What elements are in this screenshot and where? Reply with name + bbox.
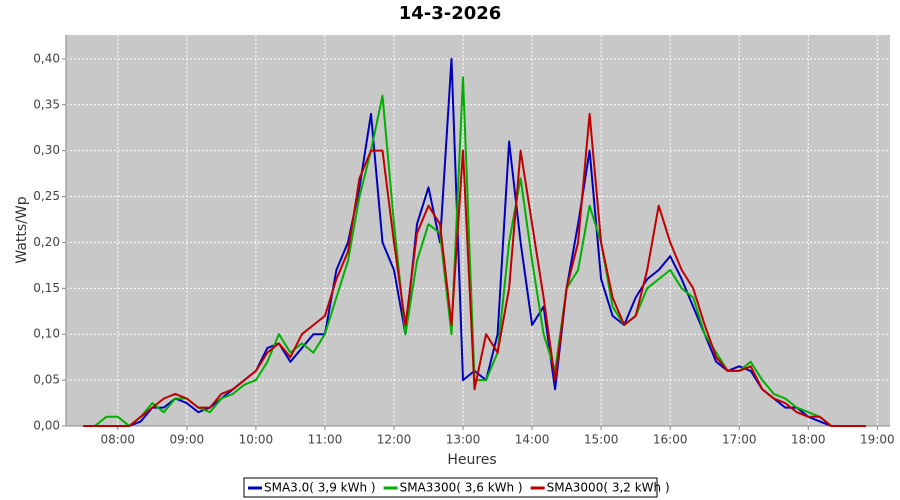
x-tick-label: 16:00	[653, 433, 688, 447]
x-tick-label: 19:00	[860, 433, 895, 447]
x-tick-label: 14:00	[515, 433, 550, 447]
x-tick-label: 10:00	[239, 433, 274, 447]
y-tick-label: 0,35	[33, 97, 60, 111]
legend-label: SMA3.0( 3,9 kWh )	[264, 481, 376, 495]
x-tick-label: 15:00	[584, 433, 619, 447]
chart-title: 14-3-2026	[399, 3, 502, 24]
x-tick-label: 08:00	[100, 433, 135, 447]
x-tick-label: 11:00	[308, 433, 343, 447]
y-tick-label: 0,20	[33, 235, 60, 249]
x-tick-label: 09:00	[170, 433, 205, 447]
x-tick-label: 12:00	[377, 433, 412, 447]
y-tick-label: 0,15	[33, 281, 60, 295]
y-tick-label: 0,30	[33, 143, 60, 157]
legend-label: SMA3000( 3,2 kWh )	[547, 481, 670, 495]
y-tick-label: 0,00	[33, 419, 60, 433]
x-tick-label: 18:00	[791, 433, 826, 447]
series-line	[83, 112, 866, 427]
x-tick-label: 13:00	[446, 433, 481, 447]
x-axis-label: Heures	[447, 452, 496, 468]
plot-area	[66, 35, 890, 426]
x-tick-label: 17:00	[722, 433, 757, 447]
legend-label: SMA3300( 3,6 kWh )	[400, 481, 523, 495]
y-tick-label: 0,40	[33, 51, 60, 65]
y-axis-label: Watts/Wp	[14, 196, 30, 263]
y-tick-label: 0,25	[33, 189, 60, 203]
y-tick-label: 0,05	[33, 373, 60, 387]
legend	[243, 477, 658, 498]
y-tick-label: 0,10	[33, 327, 60, 341]
